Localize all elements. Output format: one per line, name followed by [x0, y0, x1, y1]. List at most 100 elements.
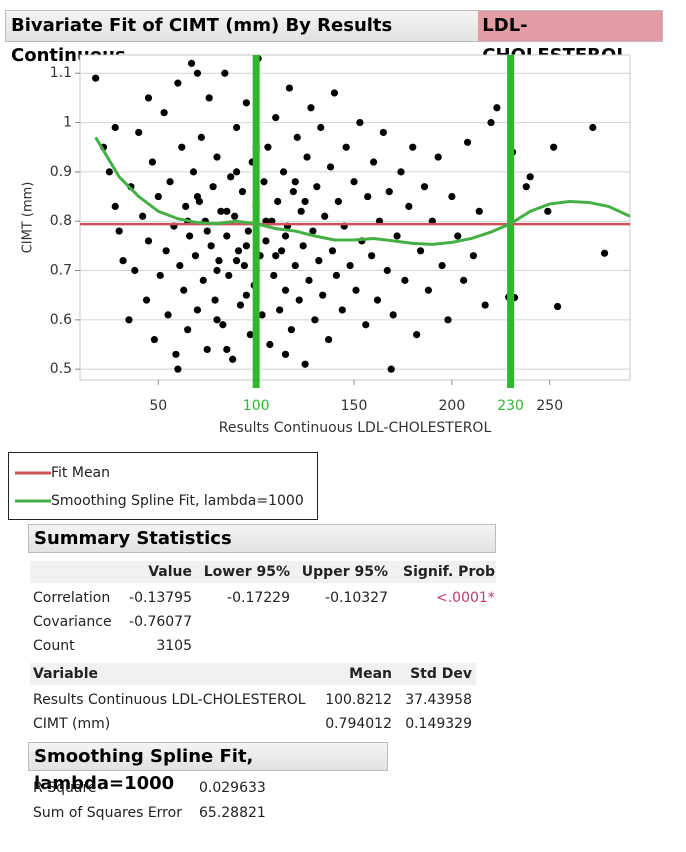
scatter-point [272, 114, 280, 122]
cell: 0.794012 [325, 716, 392, 732]
header-band [30, 561, 496, 583]
scatter-point [600, 249, 609, 257]
cell: 0.029633 [199, 780, 266, 796]
scatter-point [135, 128, 143, 137]
scatter-point [463, 138, 472, 146]
y-tick-label: 0.9 [50, 164, 72, 180]
scatter-point [434, 153, 442, 161]
x-axis-label: Results Continuous LDL-CHOLESTEROL [219, 420, 492, 436]
scatter-point [144, 94, 153, 102]
scatter-point [229, 355, 237, 363]
scatter-point [242, 242, 250, 250]
cell: 0.149329 [405, 716, 472, 732]
scatter-point [413, 331, 421, 339]
scatter-point [389, 311, 397, 319]
scatter-point [475, 207, 483, 215]
scatter-point [326, 163, 335, 171]
scatter-point [444, 316, 452, 324]
scatter-point [193, 69, 202, 77]
scatter-point [232, 168, 241, 176]
row-label: R-Square [33, 780, 97, 796]
scatter-point [409, 143, 417, 151]
scatter-point [242, 291, 250, 299]
x-tick-label: 50 [149, 398, 167, 414]
scatter-point [526, 173, 534, 181]
cell: 65.28821 [199, 805, 266, 821]
scatter-point [285, 84, 294, 92]
scatter-point [342, 143, 350, 151]
scatter-point [313, 183, 321, 191]
scatter-point [460, 276, 468, 284]
scatter-point [305, 276, 313, 284]
scatter-point [481, 301, 489, 309]
section-header: Smoothing Spline Fit, lambda=1000 [28, 742, 388, 794]
scatter-point [493, 104, 501, 112]
scatter-point [438, 261, 446, 270]
scatter-point [148, 158, 157, 166]
scatter-point [178, 143, 186, 151]
scatter-point [187, 59, 196, 67]
scatter-point [317, 123, 325, 132]
scatter-point [225, 271, 233, 280]
scatter-point [246, 331, 254, 339]
row-label: Results Continuous LDL-CHOLESTEROL [33, 692, 306, 708]
scatter-point [227, 173, 235, 181]
scatter-point [150, 335, 158, 344]
scatter-point [297, 207, 305, 215]
scatter-point [242, 99, 250, 107]
scatter-point [92, 74, 100, 82]
scatter-point [332, 271, 341, 280]
scatter-point [207, 242, 215, 250]
scatter-point [289, 188, 297, 196]
scatter-point [352, 286, 360, 294]
scatter-point [330, 89, 339, 97]
y-tick-label: 1.1 [50, 65, 72, 81]
legend-swatches [15, 471, 51, 503]
scatter-point [164, 311, 172, 319]
scatter-point [424, 286, 432, 294]
scatter-point [321, 212, 329, 220]
scatter-point [364, 192, 372, 201]
scatter-point [232, 257, 241, 265]
scatter-point [315, 257, 323, 265]
y-tick-label: 0.5 [50, 361, 72, 377]
scatter-point [319, 291, 327, 299]
scatter-point [260, 178, 268, 186]
scatter-point [193, 306, 202, 314]
scatter-point [244, 227, 252, 235]
scatter-point [223, 345, 231, 354]
scatter-point [362, 321, 370, 329]
scatter-point [203, 345, 211, 354]
scatter-point [211, 296, 219, 304]
scatter-point [291, 178, 299, 186]
scatter-point [186, 232, 194, 240]
chart-title: Bivariate Fit of CIMT (mm) By Results Co… [11, 15, 393, 66]
scatter-point [238, 188, 247, 196]
scatter-point [172, 350, 180, 358]
scatter-point [156, 271, 164, 280]
reference-line-label: 100 [243, 398, 270, 414]
scatter-point [213, 266, 221, 275]
scatter-point [258, 311, 266, 319]
scatter-point [139, 212, 147, 220]
cell: 100.8212 [325, 692, 392, 708]
scatter-point [281, 232, 290, 240]
scatter-point [205, 94, 213, 102]
scatter-point [189, 168, 198, 176]
scatter-point [234, 247, 243, 255]
scatter-point [281, 286, 290, 294]
scatter-point [387, 365, 395, 373]
scatter-point [176, 261, 184, 270]
scatter-point [231, 212, 239, 220]
scatter-point [301, 197, 309, 206]
row-label: Count [33, 638, 75, 654]
scatter-point [105, 168, 113, 176]
scatter-point [125, 316, 133, 324]
row-label: Correlation [33, 590, 111, 606]
scatter-point [274, 197, 282, 206]
column-header: Upper 95% [301, 564, 388, 580]
cell: -0.76077 [129, 614, 192, 630]
column-header: Variable [33, 666, 98, 682]
scatter-point [553, 302, 562, 311]
